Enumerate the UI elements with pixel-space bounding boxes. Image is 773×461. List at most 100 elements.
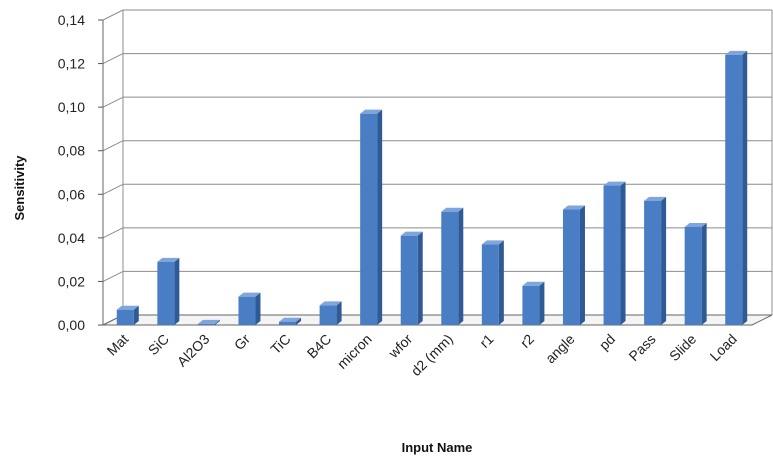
bar — [238, 292, 261, 325]
y-tick-label: 0,14 — [58, 12, 85, 28]
y-tick-label: 0,12 — [58, 56, 85, 72]
bar-front — [279, 321, 297, 325]
x-tick-label: micron — [334, 331, 375, 372]
y-tick-label: 0,08 — [58, 143, 85, 159]
bar-front — [441, 211, 459, 325]
x-axis-title: Input Name — [402, 440, 473, 455]
x-tick-label: B4C — [304, 331, 335, 362]
bar — [360, 109, 383, 325]
x-tick-label: pd — [596, 331, 618, 353]
x-tick-label: wfor — [385, 331, 416, 362]
bar-front — [238, 296, 256, 325]
gridline-side — [102, 9, 124, 21]
y-tick-label: 0,10 — [58, 99, 85, 115]
x-tick-label: r1 — [476, 331, 496, 351]
bar-front — [644, 200, 662, 325]
y-tick-label: 0,00 — [58, 317, 85, 333]
x-tick-label: Al2O3 — [174, 331, 213, 370]
gridline-side — [102, 53, 124, 65]
bar-front — [684, 226, 702, 325]
bar-front — [400, 235, 418, 325]
bar-side — [377, 109, 383, 325]
bar-side — [620, 181, 626, 325]
bar-side — [133, 305, 139, 325]
x-tick-label: Mat — [104, 331, 132, 359]
x-tick-label: Slide — [666, 331, 699, 364]
bar-top — [360, 109, 383, 114]
bar — [562, 205, 585, 325]
bar — [319, 301, 342, 325]
x-tick-label: Gr — [231, 331, 254, 354]
y-tick-label: 0,04 — [58, 230, 85, 246]
bar — [279, 317, 302, 325]
bar — [400, 231, 423, 325]
bar-front — [116, 309, 134, 325]
gridline-side — [102, 183, 124, 195]
bar-top — [603, 181, 626, 186]
gridline-side — [102, 96, 124, 108]
bar-front — [603, 185, 621, 325]
bar-top — [684, 222, 707, 227]
gridlines — [102, 9, 772, 326]
bar-top — [238, 292, 261, 297]
bar-top — [157, 257, 180, 262]
x-tick-label: angle — [542, 331, 578, 367]
bar-top — [522, 281, 545, 286]
bar-top — [562, 205, 585, 210]
bar-side — [214, 319, 220, 325]
bar-side — [417, 231, 423, 325]
bar — [197, 319, 220, 325]
bar-top — [400, 231, 423, 236]
bar-front — [360, 113, 378, 325]
bar — [644, 196, 667, 325]
axes — [98, 10, 773, 326]
bar-front — [319, 305, 337, 325]
gridline-side — [102, 270, 124, 282]
bar — [441, 207, 464, 325]
bar-side — [458, 207, 464, 325]
bar-side — [336, 301, 342, 325]
x-tick-label: SiC — [145, 331, 172, 358]
bar-front — [725, 54, 743, 325]
bar — [725, 50, 748, 325]
bar — [684, 222, 707, 325]
bar — [522, 281, 545, 325]
gridline-side — [102, 227, 124, 239]
x-tick-label: d2 (mm) — [408, 331, 456, 379]
y-tick-label: 0,02 — [58, 273, 85, 289]
bar-front — [197, 323, 215, 325]
bar-top — [481, 240, 504, 245]
y-tick-label: 0,06 — [58, 186, 85, 202]
bar-front — [562, 209, 580, 325]
x-tick-label: r2 — [517, 331, 537, 351]
x-tick-label: TiC — [267, 331, 293, 357]
bar-top — [725, 50, 748, 55]
y-axis-title: Sensitivity — [12, 155, 27, 221]
y-tick-labels: 0,00 0,02 0,04 0,06 0,08 0,10 0,12 0,14 — [58, 12, 85, 333]
bar-top — [319, 301, 342, 306]
bar — [116, 305, 139, 325]
bar-top — [197, 319, 220, 324]
bar-front — [157, 261, 175, 325]
bar-top — [116, 305, 139, 310]
bar-side — [539, 281, 545, 325]
bar-side — [742, 50, 748, 325]
bar-side — [255, 292, 261, 325]
bar-side — [498, 240, 504, 325]
gridline-side — [102, 140, 124, 152]
bar-top — [644, 196, 667, 201]
bar — [481, 240, 504, 325]
bar — [157, 257, 180, 325]
bar-top — [441, 207, 464, 212]
bar-side — [174, 257, 180, 325]
bar-side — [701, 222, 707, 325]
bar-top — [279, 317, 302, 322]
bar-side — [296, 317, 302, 325]
bar — [603, 181, 626, 325]
bar-front — [522, 285, 540, 325]
bar-front — [481, 244, 499, 325]
bar-side — [661, 196, 667, 325]
bars — [116, 50, 748, 325]
